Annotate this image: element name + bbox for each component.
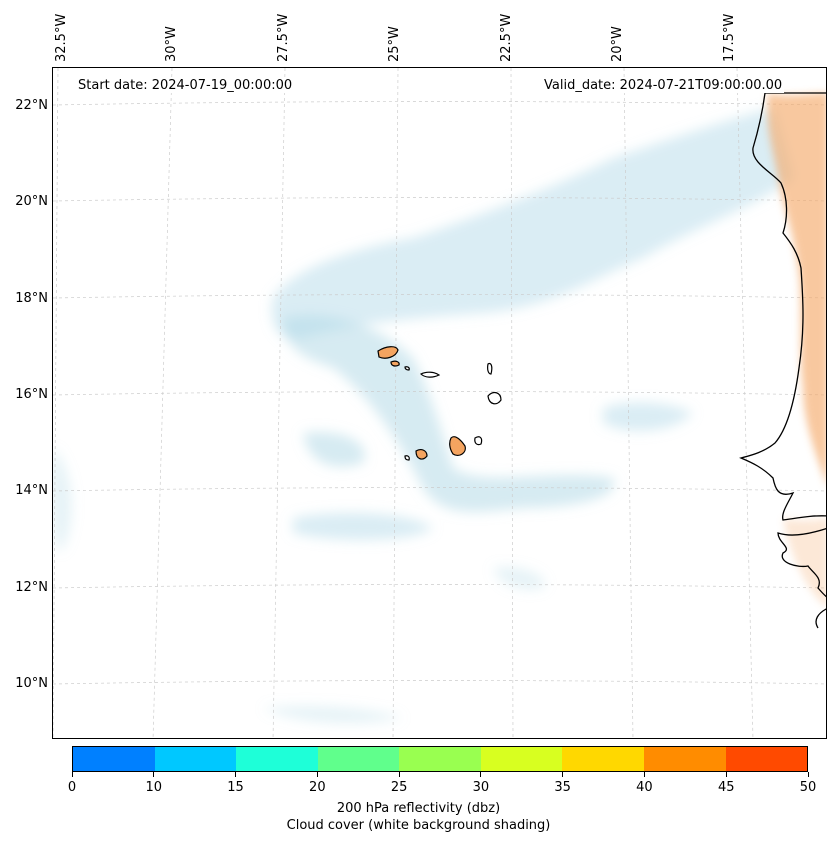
cloud-patch-west xyxy=(303,432,365,467)
coastline-africa xyxy=(739,92,826,629)
lon-label-30w: 30°W xyxy=(164,26,179,62)
colorbar-tick-label-10: 10 xyxy=(145,780,163,795)
cloud-shading xyxy=(53,108,793,724)
colorbar-tick-label-45: 45 xyxy=(717,780,735,795)
colorbar-subtitle: Cloud cover (white background shading) xyxy=(286,818,551,833)
colorbar-tick-10 xyxy=(153,772,155,777)
cape-verde-islands xyxy=(377,346,502,461)
island-santa-luzia xyxy=(404,366,410,371)
colorbar-segment-6 xyxy=(562,747,644,771)
island-maio xyxy=(474,436,483,446)
colorbar-segment-8 xyxy=(725,747,808,771)
lat-label-18n: 18°N xyxy=(15,291,48,306)
colorbar-segment-4 xyxy=(399,747,481,771)
colorbar-tick-45 xyxy=(725,772,727,777)
colorbar-segment-5 xyxy=(480,747,563,771)
lat-label-14n: 14°N xyxy=(15,483,48,498)
cloud-band-north xyxy=(271,108,793,339)
island-sal xyxy=(487,362,493,375)
lon-label-20w: 20°W xyxy=(610,26,625,62)
colorbar-tick-label-35: 35 xyxy=(554,780,571,795)
lat-label-12n: 12°N xyxy=(15,580,48,595)
cloud-band-central xyxy=(283,315,615,512)
reflectivity-colorbar xyxy=(72,746,808,772)
colorbar-tick-label-40: 40 xyxy=(636,780,653,795)
map-canvas xyxy=(53,68,826,738)
colorbar-tick-20 xyxy=(316,772,318,777)
lon-label-27-5w: 27.5°W xyxy=(276,13,291,62)
island-fogo xyxy=(415,449,428,460)
colorbar-tick-label-50: 50 xyxy=(799,780,817,795)
lat-label-22n: 22°N xyxy=(15,98,48,113)
grid-lines xyxy=(53,68,826,738)
colorbar-title: 200 hPa reflectivity (dbz) xyxy=(336,801,501,816)
colorbar-tick-15 xyxy=(235,772,237,777)
cloud-streak-se xyxy=(493,567,545,590)
colorbar-tick-25 xyxy=(398,772,400,777)
colorbar-tick-0 xyxy=(71,772,73,777)
lat-label-16n: 16°N xyxy=(15,387,48,402)
lon-label-22-5w: 22.5°W xyxy=(499,13,514,62)
land-reflectivity-shading xyxy=(767,93,826,483)
colorbar-tick-label-20: 20 xyxy=(309,780,326,795)
island-santiago xyxy=(449,436,466,457)
cloud-streak-south xyxy=(263,706,403,724)
colorbar-segment-1 xyxy=(154,747,237,771)
cloud-patch-southwest xyxy=(293,512,433,540)
colorbar-segment-2 xyxy=(236,747,318,771)
colorbar-tick-label-15: 15 xyxy=(227,780,244,795)
africa-landmass xyxy=(739,92,826,629)
start-date-label: Start date: 2024-07-19_00:00:00 xyxy=(76,78,295,93)
colorbar-tick-35 xyxy=(562,772,564,777)
colorbar-segment-0 xyxy=(73,747,155,771)
island-brava xyxy=(404,455,410,461)
colorbar-tick-label-0: 0 xyxy=(67,780,77,795)
colorbar-segment-3 xyxy=(317,747,400,771)
island-boa-vista xyxy=(487,391,502,405)
island-sao-vicente xyxy=(390,360,400,367)
island-santo-antao xyxy=(377,346,399,359)
lat-label-20n: 20°N xyxy=(15,194,48,209)
lon-label-17-5w: 17.5°W xyxy=(722,13,737,62)
island-sao-nicolau xyxy=(419,371,441,378)
colorbar-tick-50 xyxy=(807,772,809,777)
colorbar-segment-7 xyxy=(643,747,726,771)
land-reflectivity-south xyxy=(783,518,826,607)
colorbar-tick-label-30: 30 xyxy=(472,780,490,795)
colorbar-tick-30 xyxy=(480,772,482,777)
lon-label-32-5w: 32.5°W xyxy=(54,13,69,62)
lon-label-25w: 25°W xyxy=(387,26,402,62)
colorbar-tick-label-25: 25 xyxy=(390,780,408,795)
lat-label-10n: 10°N xyxy=(15,676,48,691)
map-panel xyxy=(52,67,827,739)
cloud-patch-sw-corner xyxy=(53,448,72,551)
cloud-patch-east xyxy=(603,402,693,431)
colorbar-tick-40 xyxy=(643,772,645,777)
valid-date-label: Valid_date: 2024-07-21T09:00:00.00 xyxy=(542,78,785,93)
